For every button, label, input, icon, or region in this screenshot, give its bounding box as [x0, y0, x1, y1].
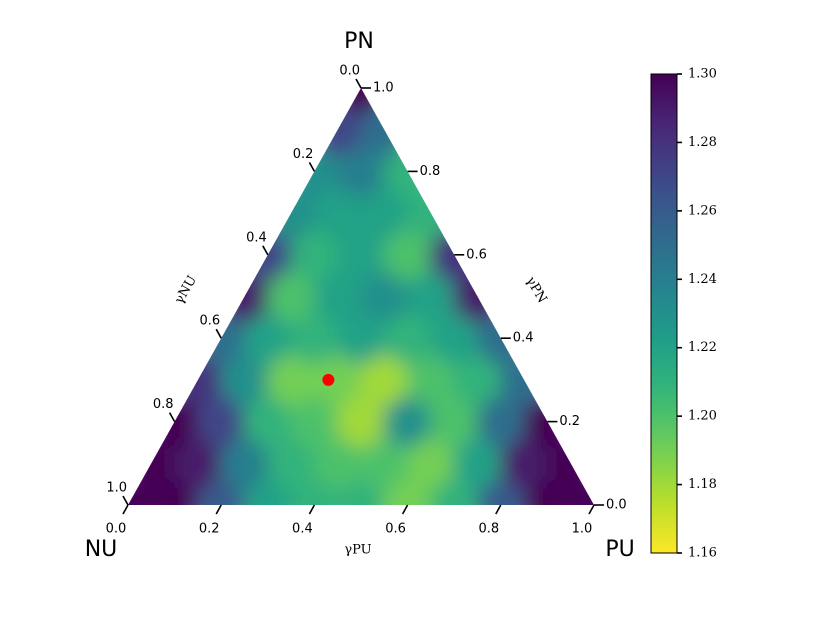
colorbar-tick-label: 1.20 [688, 409, 717, 424]
tick-label: 0.6 [466, 247, 487, 262]
tick [122, 495, 129, 506]
corner-label: PN [344, 29, 374, 54]
colorbar [650, 73, 678, 554]
tick-label: 0.4 [246, 230, 267, 245]
colorbar-tick-label: 1.16 [688, 546, 717, 561]
tick-label: 0.8 [153, 397, 174, 412]
tick-label: 0.8 [420, 164, 441, 179]
tick [122, 504, 129, 515]
colorbar-tick-label: 1.18 [688, 477, 717, 492]
corner-label: PU [605, 537, 634, 562]
colorbar-tick-label: 1.24 [688, 272, 717, 287]
colorbar-tick-label: 1.22 [688, 340, 717, 355]
tick [308, 504, 316, 515]
axis-label: γPN [523, 274, 550, 306]
tick [262, 245, 269, 256]
tick [215, 504, 222, 515]
marker [322, 373, 335, 386]
tick-label: 0.2 [293, 147, 314, 162]
tick-label: 0.6 [200, 314, 221, 329]
axis-label: γNU [172, 273, 200, 307]
tick [215, 328, 222, 339]
tick-label: 1.0 [373, 81, 394, 96]
tick-label: 0.0 [106, 522, 127, 537]
tick [401, 504, 409, 515]
colorbar-tick-label: 1.30 [688, 67, 717, 82]
tick-label: 0.6 [385, 522, 406, 537]
axis-label: γPU [344, 543, 371, 558]
tick [355, 78, 362, 89]
tick-label: 1.0 [572, 522, 593, 537]
colorbar-tick-label: 1.28 [688, 135, 717, 150]
tick [495, 504, 502, 515]
tick-label: 0.2 [199, 522, 220, 537]
tick-label: 1.0 [106, 481, 127, 496]
corner-label: NU [85, 537, 118, 562]
tick-label: 0.2 [559, 414, 580, 429]
colorbar-tick-label: 1.26 [688, 203, 717, 218]
tick [588, 504, 595, 515]
tick-label: 0.0 [339, 64, 360, 79]
tick [168, 412, 176, 422]
tick-label: 0.0 [606, 498, 627, 513]
tick [308, 162, 316, 172]
tick-label: 0.4 [292, 522, 313, 537]
tick-label: 0.4 [513, 331, 534, 346]
tick-label: 0.8 [478, 522, 499, 537]
